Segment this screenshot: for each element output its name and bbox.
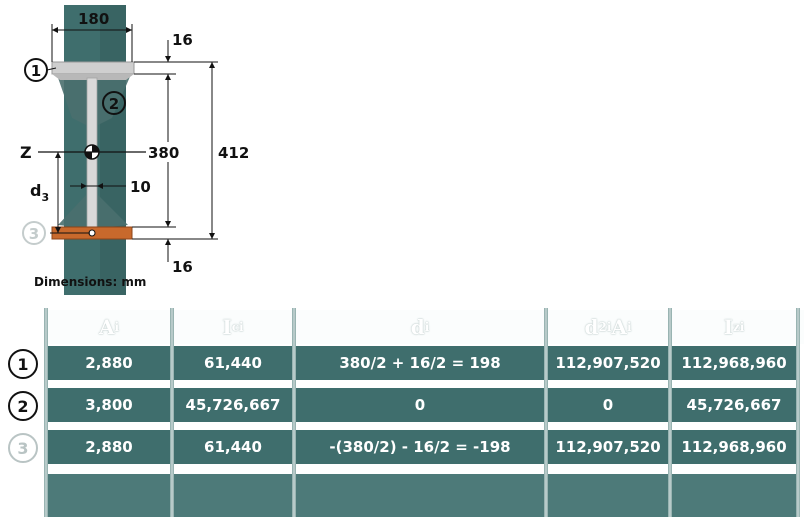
cell-centroidal-moment: 61,440 bbox=[204, 438, 262, 456]
part-label-1: 1 bbox=[24, 58, 48, 82]
width-arrow-right bbox=[126, 27, 132, 33]
bottom-plate-dim-arrow bbox=[165, 239, 171, 245]
total-height-arrow-bottom bbox=[209, 233, 215, 239]
svg-text:3: 3 bbox=[29, 225, 39, 243]
web-height-label-bg bbox=[146, 142, 186, 162]
part-label-3: 3 bbox=[22, 221, 46, 245]
haunch-top bbox=[56, 72, 86, 125]
svg-text:1: 1 bbox=[31, 62, 41, 80]
cell-moment-of-inertia: 45,726,667 bbox=[686, 396, 782, 414]
cell-centroidal-moment: 45,726,667 bbox=[185, 396, 281, 414]
haunch-bottom bbox=[58, 195, 86, 228]
column-divider bbox=[44, 308, 48, 517]
cell-distance: -(380/2) - 16/2 = -198 bbox=[329, 438, 511, 456]
part-label-2: 2 bbox=[102, 91, 126, 115]
total-height-arrow-top bbox=[209, 62, 215, 68]
cell-area: 2,880 bbox=[85, 354, 133, 372]
cell-parallel-axis-term: 112,907,520 bbox=[555, 354, 661, 372]
column-divider bbox=[292, 308, 296, 517]
bottom-plate-thickness-label: 16 bbox=[172, 258, 193, 276]
units-note: Dimensions: mm bbox=[34, 275, 146, 289]
row-label-1: 1 bbox=[8, 349, 38, 379]
haunch-right-bottom bbox=[98, 195, 128, 228]
cell-area: 2,880 bbox=[85, 438, 133, 456]
cell-parallel-axis-term: 0 bbox=[602, 396, 614, 414]
web-thickness-label: 10 bbox=[130, 178, 151, 196]
width-arrow-left bbox=[52, 27, 58, 33]
svg-text:2: 2 bbox=[109, 95, 119, 113]
column-divider bbox=[668, 308, 672, 517]
top-flange-dim-arrow bbox=[165, 56, 171, 62]
cell-area: 3,800 bbox=[85, 396, 133, 414]
cell-parallel-axis-term: 112,907,520 bbox=[555, 438, 661, 456]
total-height-label: 412 bbox=[218, 144, 249, 162]
web-height-arrow-bottom bbox=[165, 221, 171, 227]
top-flange bbox=[51, 61, 135, 75]
row-label-3: 3 bbox=[8, 433, 38, 463]
web-height-arrow-top bbox=[165, 74, 171, 80]
cell-centroidal-moment: 61,440 bbox=[204, 354, 262, 372]
z-axis-label: Z bbox=[20, 143, 32, 162]
top-flange-thickness-label: 16 bbox=[172, 31, 193, 49]
row-label-2: 2 bbox=[8, 391, 38, 421]
cell-distance: 0 bbox=[414, 396, 426, 414]
web-thickness-arrow-left bbox=[81, 183, 87, 189]
column-divider bbox=[544, 308, 548, 517]
top-flange-lower bbox=[52, 74, 134, 80]
d3-arrow-top bbox=[55, 152, 61, 158]
web-thickness-arrow-right bbox=[97, 183, 103, 189]
part-label-1-leader bbox=[46, 67, 57, 71]
column-divider bbox=[796, 308, 800, 517]
d3-label: d3 bbox=[30, 181, 49, 204]
flange-width-label: 180 bbox=[78, 10, 109, 28]
cell-distance: 380/2 + 16/2 = 198 bbox=[339, 354, 501, 372]
column-divider bbox=[170, 308, 174, 517]
table-footer-band bbox=[48, 474, 796, 517]
cell-moment-of-inertia: 112,968,960 bbox=[681, 438, 787, 456]
d3-arrow-bottom bbox=[55, 227, 61, 233]
column-shade bbox=[100, 5, 126, 295]
web-height-label: 380 bbox=[148, 144, 179, 162]
i-beam-diagram: Z 180 16 380 16 412 10 d3 1 2 bbox=[20, 5, 249, 295]
cell-moment-of-inertia: 112,968,960 bbox=[681, 354, 787, 372]
